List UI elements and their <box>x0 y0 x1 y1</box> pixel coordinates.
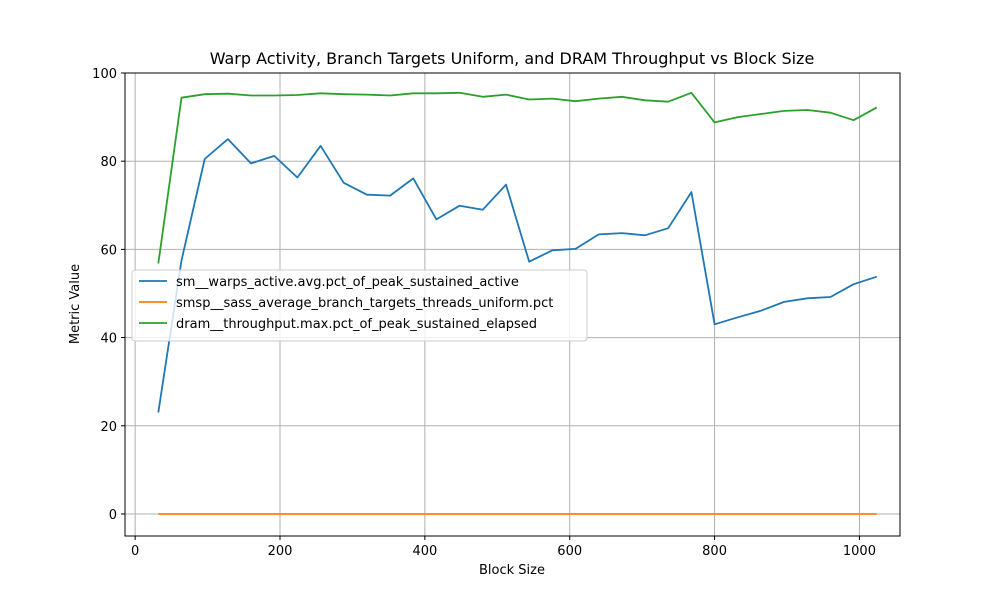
series-line-0 <box>157 138 878 413</box>
legend: sm__warps_active.avg.pct_of_peak_sustain… <box>131 269 588 342</box>
x-tick-label: 200 <box>268 544 293 559</box>
x-tick-label: 400 <box>412 544 437 559</box>
plot-area-border <box>124 72 901 537</box>
series-line-2 <box>157 91 878 264</box>
x-axis: 0 200 400 600 800 1000 <box>131 536 876 559</box>
y-axis-label: Metric Value <box>68 264 83 344</box>
legend-label-0: sm__warps_active.avg.pct_of_peak_sustain… <box>176 275 519 290</box>
legend-box <box>131 269 588 342</box>
x-tick-label: 1000 <box>843 544 876 559</box>
y-tick-label: 40 <box>100 332 117 347</box>
y-tick-label: 60 <box>100 243 117 258</box>
legend-label-1: smsp__sass_average_branch_targets_thread… <box>176 296 553 311</box>
x-tick-label: 600 <box>557 544 582 559</box>
series-lines <box>157 91 878 515</box>
y-tick-label: 20 <box>100 420 117 435</box>
x-tick-label: 800 <box>702 544 727 559</box>
x-axis-label: Block Size <box>479 563 545 578</box>
y-axis: 0 20 40 60 80 100 <box>92 67 125 523</box>
y-tick-label: 80 <box>100 155 117 170</box>
y-tick-label: 100 <box>92 67 117 82</box>
chart-title: Warp Activity, Branch Targets Uniform, a… <box>210 49 815 68</box>
x-tick-label: 0 <box>131 544 139 559</box>
legend-label-2: dram__throughput.max.pct_of_peak_sustain… <box>176 317 537 332</box>
y-tick-label: 0 <box>109 508 117 523</box>
